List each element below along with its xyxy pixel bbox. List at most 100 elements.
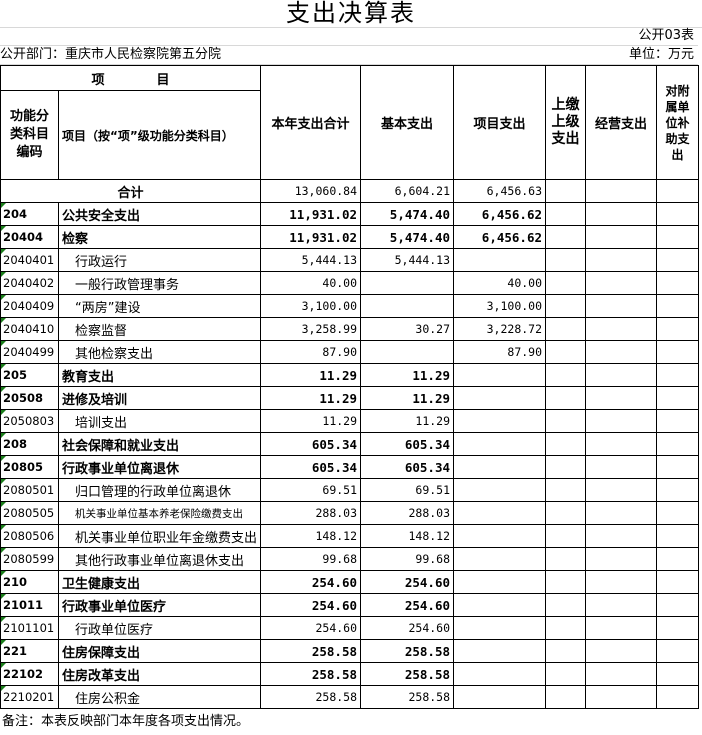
header-basic: 基本支出 bbox=[360, 65, 455, 180]
cell-total: 11,931.02 bbox=[260, 202, 362, 226]
cell-basic: 605.34 bbox=[360, 432, 455, 456]
total-basic: 6,604.21 bbox=[360, 179, 455, 203]
cell-empty bbox=[545, 225, 587, 249]
cell-empty bbox=[656, 662, 700, 686]
cell-empty bbox=[545, 524, 587, 548]
cell-basic: 11.29 bbox=[360, 386, 455, 410]
cell-total: 11.29 bbox=[260, 409, 362, 433]
cell-code: 2040410 bbox=[0, 317, 59, 341]
cell-basic: 258.58 bbox=[360, 639, 455, 663]
cell-empty bbox=[545, 662, 587, 686]
unit: 单位：万元 bbox=[628, 47, 694, 62]
cell-total: 605.34 bbox=[260, 455, 362, 479]
cell-code: 2080506 bbox=[0, 524, 59, 548]
cell-empty bbox=[656, 639, 700, 663]
cell-name: 行政事业单位医疗 bbox=[57, 593, 262, 617]
form-number: 公开03表 bbox=[638, 28, 694, 43]
cell-empty bbox=[545, 409, 587, 433]
cell-total: 258.58 bbox=[260, 662, 362, 686]
cell-name: 培训支出 bbox=[57, 409, 262, 433]
cell-basic bbox=[360, 340, 455, 364]
cell-name: 行政运行 bbox=[57, 248, 262, 272]
table-row: 20404 检察 11,931.02 5,474.40 6,456.62 bbox=[0, 225, 700, 249]
cell-empty bbox=[585, 340, 658, 364]
cell-code: 2210201 bbox=[0, 685, 59, 709]
total-row: 合计 13,060.84 6,604.21 6,456.63 bbox=[0, 179, 700, 203]
cell-basic: 5,474.40 bbox=[360, 225, 455, 249]
table-row: 2080506 机关事业单位职业年金缴费支出 148.12 148.12 bbox=[0, 524, 700, 548]
cell-code: 2050803 bbox=[0, 409, 59, 433]
expenditure-table: 项 目 本年支出合计 基本支出 项目支出 上缴上级支出 经营支出 对附属单位补助… bbox=[0, 65, 700, 709]
cell-total: 11.29 bbox=[260, 386, 362, 410]
cell-total: 3,258.99 bbox=[260, 317, 362, 341]
cell-empty bbox=[585, 202, 658, 226]
cell-code: 2040499 bbox=[0, 340, 59, 364]
cell-empty bbox=[585, 317, 658, 341]
cell-total: 254.60 bbox=[260, 593, 362, 617]
cell-basic: 30.27 bbox=[360, 317, 455, 341]
cell-basic: 258.58 bbox=[360, 685, 455, 709]
cell-project: 6,456.62 bbox=[453, 202, 547, 226]
cell-basic: 11.29 bbox=[360, 409, 455, 433]
cell-empty bbox=[656, 248, 700, 272]
cell-name: 住房保障支出 bbox=[57, 639, 262, 663]
cell-project: 40.00 bbox=[453, 271, 547, 295]
cell-project bbox=[453, 662, 547, 686]
cell-project bbox=[453, 547, 547, 571]
cell-project bbox=[453, 478, 547, 502]
cell-empty bbox=[545, 570, 587, 594]
cell-empty bbox=[585, 501, 658, 525]
total-total: 13,060.84 bbox=[260, 179, 362, 203]
footnote: 备注：本表反映部门本年度各项支出情况。 bbox=[2, 714, 250, 729]
cell-total: 254.60 bbox=[260, 570, 362, 594]
header-item: 项 目 bbox=[0, 65, 262, 91]
cell-total: 3,100.00 bbox=[260, 294, 362, 318]
table-row: 210 卫生健康支出 254.60 254.60 bbox=[0, 570, 700, 594]
cell-name: 一般行政管理事务 bbox=[57, 271, 262, 295]
header-project: 项目支出 bbox=[453, 65, 547, 180]
header-business: 经营支出 bbox=[585, 65, 658, 180]
cell-code: 22102 bbox=[0, 662, 59, 686]
cell-empty bbox=[585, 386, 658, 410]
total-label: 合计 bbox=[0, 179, 262, 203]
cell-name: 机关事业单位职业年金缴费支出 bbox=[57, 524, 262, 548]
cell-empty bbox=[656, 317, 700, 341]
cell-empty bbox=[545, 478, 587, 502]
cell-empty bbox=[545, 294, 587, 318]
table-row: 208 社会保障和就业支出 605.34 605.34 bbox=[0, 432, 700, 456]
header-total: 本年支出合计 bbox=[260, 65, 362, 180]
cell-total: 258.58 bbox=[260, 685, 362, 709]
cell-project: 3,228.72 bbox=[453, 317, 547, 341]
cell-name: 其他行政事业单位离退休支出 bbox=[57, 547, 262, 571]
form-number-row: 公开03表 bbox=[0, 27, 698, 46]
cell-basic: 99.68 bbox=[360, 547, 455, 571]
cell-total: 148.12 bbox=[260, 524, 362, 548]
table-row: 2050803 培训支出 11.29 11.29 bbox=[0, 409, 700, 433]
cell-code: 2080501 bbox=[0, 478, 59, 502]
cell-empty bbox=[585, 409, 658, 433]
cell-empty bbox=[585, 363, 658, 387]
cell-total: 87.90 bbox=[260, 340, 362, 364]
cell-empty bbox=[545, 340, 587, 364]
cell-project bbox=[453, 524, 547, 548]
cell-empty bbox=[585, 524, 658, 548]
cell-code: 221 bbox=[0, 639, 59, 663]
cell-basic: 605.34 bbox=[360, 455, 455, 479]
cell-basic: 288.03 bbox=[360, 501, 455, 525]
cell-name: 进修及培训 bbox=[57, 386, 262, 410]
table-row: 2080501 归口管理的行政单位离退休 69.51 69.51 bbox=[0, 478, 700, 502]
table-row: 2210201 住房公积金 258.58 258.58 bbox=[0, 685, 700, 709]
cell-code: 2040402 bbox=[0, 271, 59, 295]
cell-empty bbox=[585, 294, 658, 318]
cell-project: 6,456.62 bbox=[453, 225, 547, 249]
table-row: 2040410 检察监督 3,258.99 30.27 3,228.72 bbox=[0, 317, 700, 341]
cell-name: 住房公积金 bbox=[57, 685, 262, 709]
cell-total: 11.29 bbox=[260, 363, 362, 387]
cell-total: 605.34 bbox=[260, 432, 362, 456]
cell-basic: 5,474.40 bbox=[360, 202, 455, 226]
cell-empty bbox=[545, 593, 587, 617]
cell-basic: 5,444.13 bbox=[360, 248, 455, 272]
cell-empty bbox=[545, 501, 587, 525]
table-row: 205 教育支出 11.29 11.29 bbox=[0, 363, 700, 387]
page-title: 支出决算表 bbox=[0, 0, 702, 28]
